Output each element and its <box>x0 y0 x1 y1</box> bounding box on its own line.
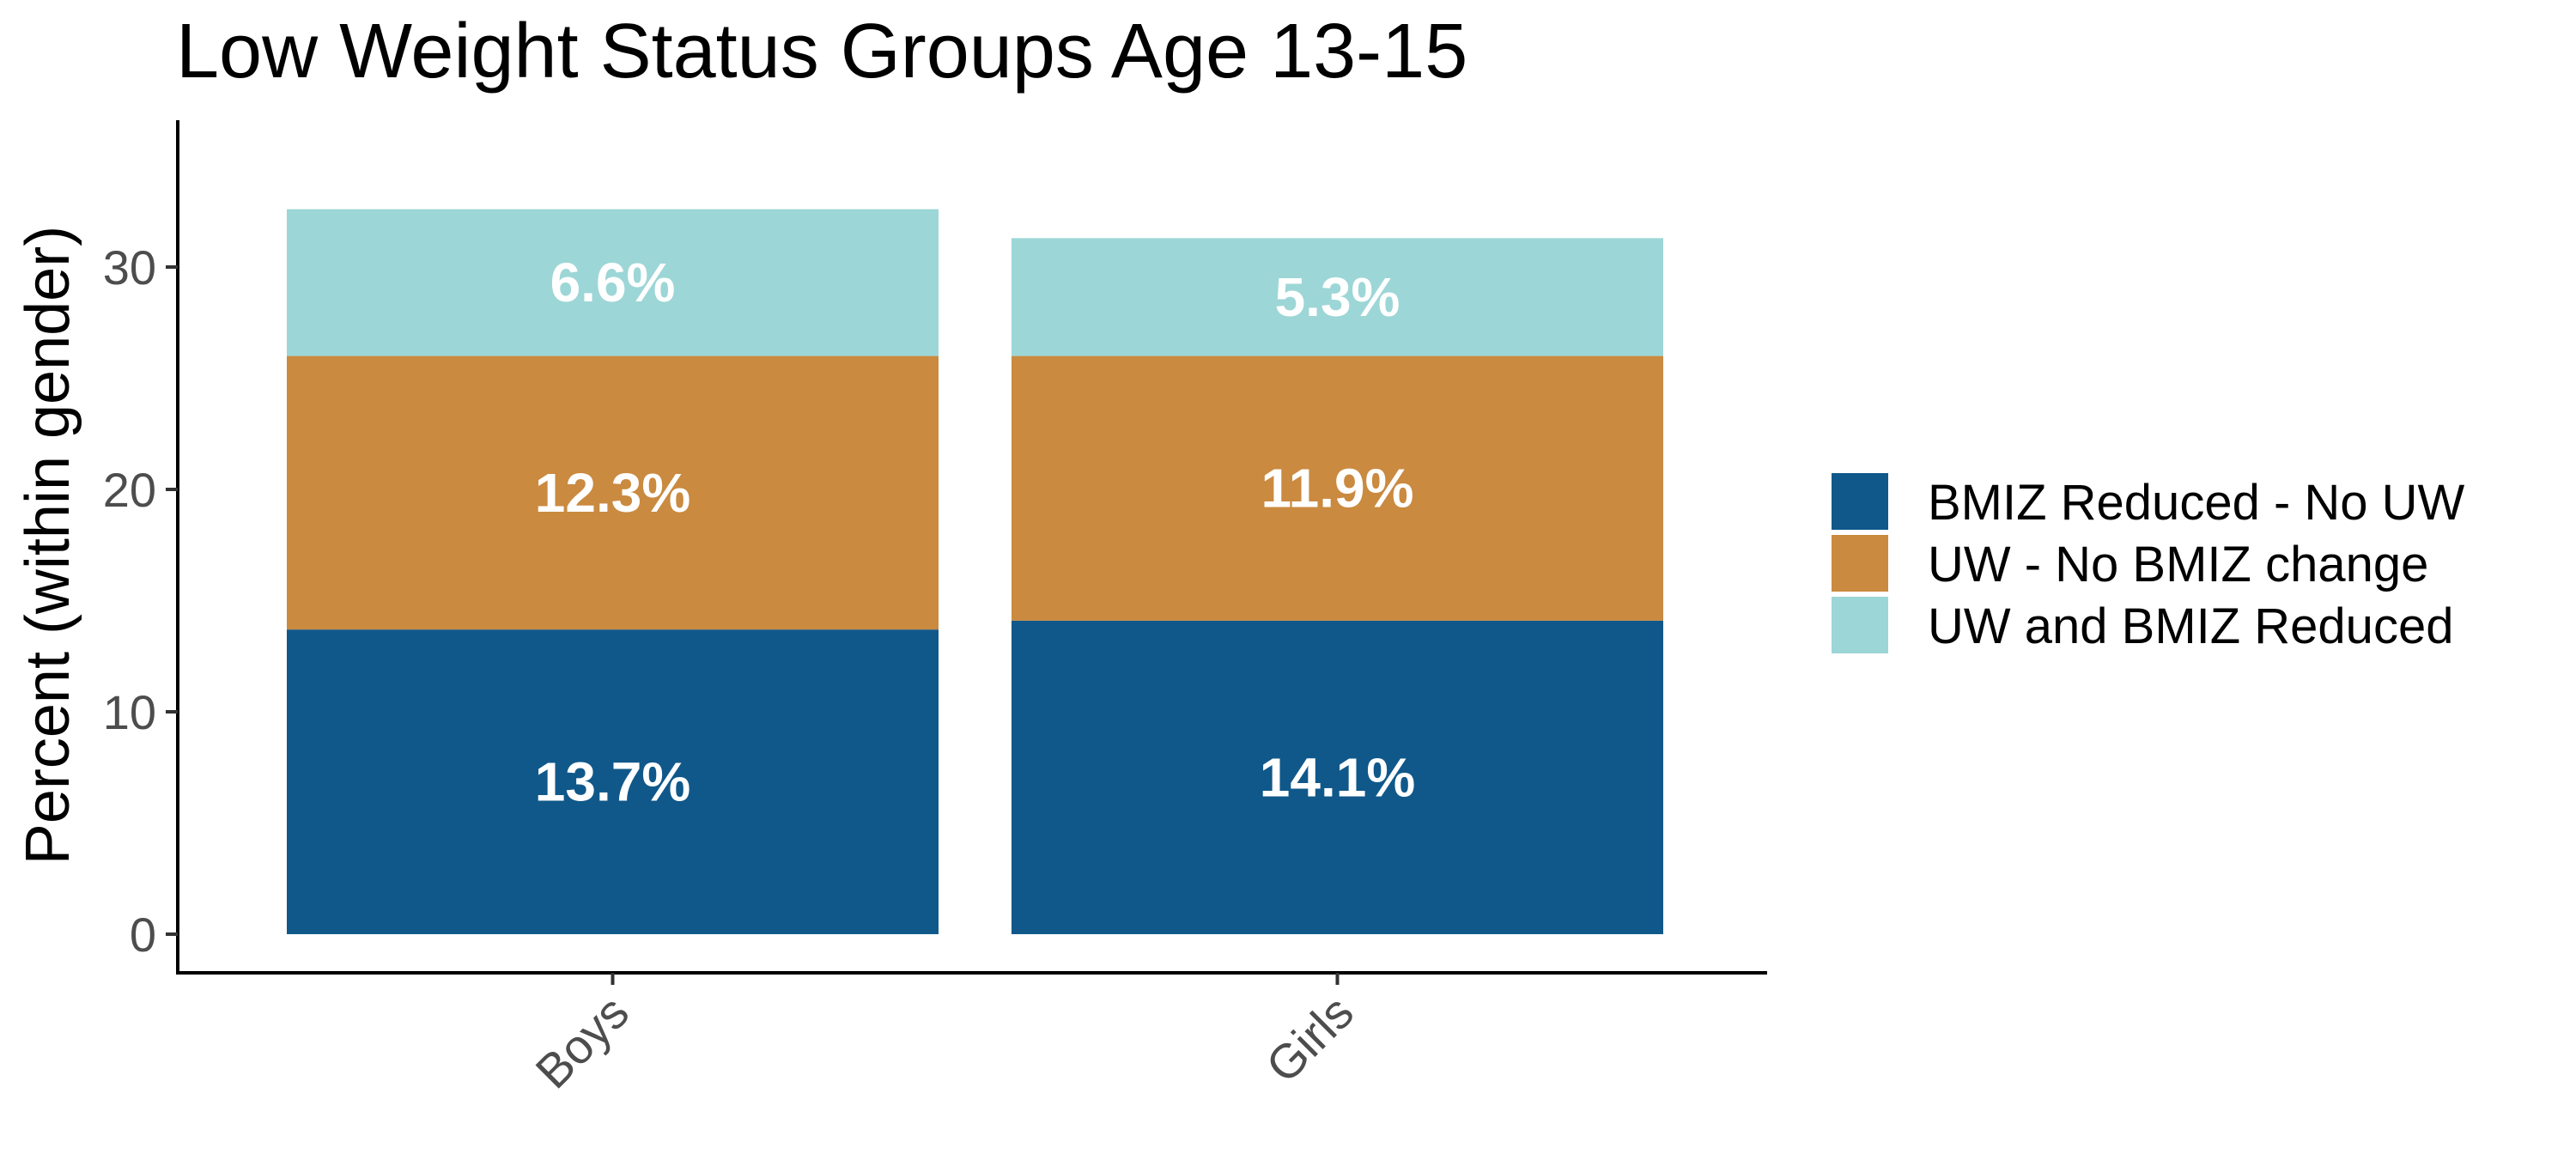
x-tick-label-girls: Girls <box>1255 985 1364 1093</box>
bar-segment-boys-1 <box>287 629 939 934</box>
y-axis-title: Percent (within gender) <box>14 226 82 865</box>
data-label: 12.3% <box>535 462 690 524</box>
data-label: 11.9% <box>1261 458 1414 519</box>
chart-title: Low Weight Status Groups Age 13-15 <box>176 9 1467 94</box>
x-tick-label-boys: Boys <box>525 985 639 1099</box>
legend-label: UW - No BMIZ change <box>1928 537 2428 592</box>
data-labels-layer: 13.7% 12.3% 6.6% 14.1% 11.9% 5.3% <box>535 252 1415 812</box>
bar-segment-girls-3 <box>1012 238 1663 356</box>
legend-label: UW and BMIZ Reduced <box>1928 598 2453 654</box>
legend-swatch <box>1832 597 1888 653</box>
legend-swatch <box>1832 535 1888 592</box>
data-label: 6.6% <box>550 252 676 313</box>
y-tick-label: 30 <box>103 240 156 295</box>
bar-segment-girls-2 <box>1012 355 1663 621</box>
legend-swatch <box>1832 473 1888 530</box>
bars-layer <box>287 209 1663 934</box>
bar-segment-boys-3 <box>287 209 939 356</box>
y-tick-label: 20 <box>103 463 156 517</box>
legend: BMIZ Reduced - No UW UW - No BMIZ change U… <box>1832 473 2465 654</box>
y-tick-label: 10 <box>103 685 156 739</box>
bar-segment-girls-1 <box>1012 620 1663 934</box>
data-label: 14.1% <box>1260 746 1415 808</box>
y-tick-label: 0 <box>130 908 156 962</box>
data-label: 13.7% <box>535 751 690 813</box>
bar-segment-boys-2 <box>287 355 939 630</box>
legend-label: BMIZ Reduced - No UW <box>1928 475 2465 531</box>
data-label: 5.3% <box>1275 266 1400 328</box>
